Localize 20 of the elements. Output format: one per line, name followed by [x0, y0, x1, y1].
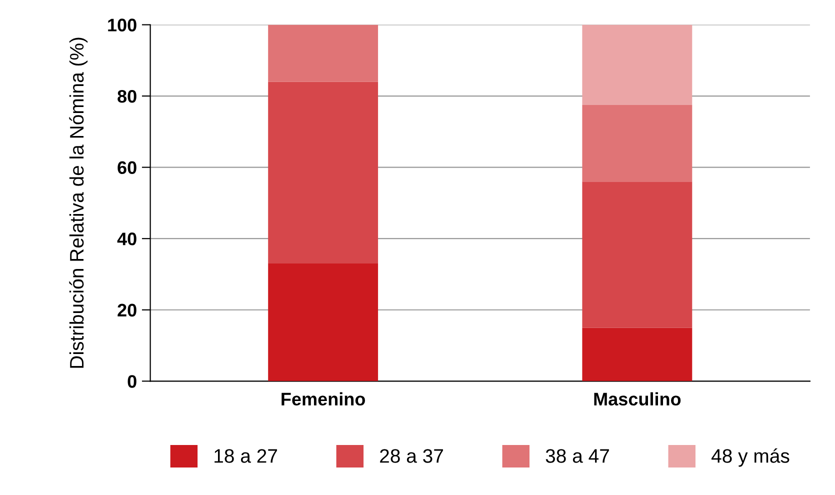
- x-tick-label: Femenino: [282, 392, 365, 406]
- bar: [582, 328, 692, 382]
- legend-label: 38 a 47: [546, 449, 609, 463]
- bar: [582, 182, 692, 328]
- legend-label: 48 y más: [711, 448, 790, 467]
- legend-label: 28 a 37: [380, 449, 443, 463]
- y-tick-label: 40: [117, 232, 136, 246]
- y-tick-label: 20: [118, 304, 136, 317]
- y-tick-label: 100: [108, 18, 136, 32]
- legend-label: 18 a 27: [214, 449, 277, 463]
- bar: [268, 264, 378, 382]
- y-tick-label: 0: [128, 375, 136, 388]
- x-tick-label: Masculino: [594, 392, 681, 406]
- bar: [268, 24, 378, 82]
- y-axis-title: Distribución Relativa de la Nómina (%): [69, 38, 88, 368]
- bar: [268, 82, 378, 264]
- bar: [582, 104, 692, 182]
- y-tick-label: 60: [118, 161, 136, 174]
- bar: [582, 24, 692, 105]
- y-tick-label: 80: [118, 90, 136, 103]
